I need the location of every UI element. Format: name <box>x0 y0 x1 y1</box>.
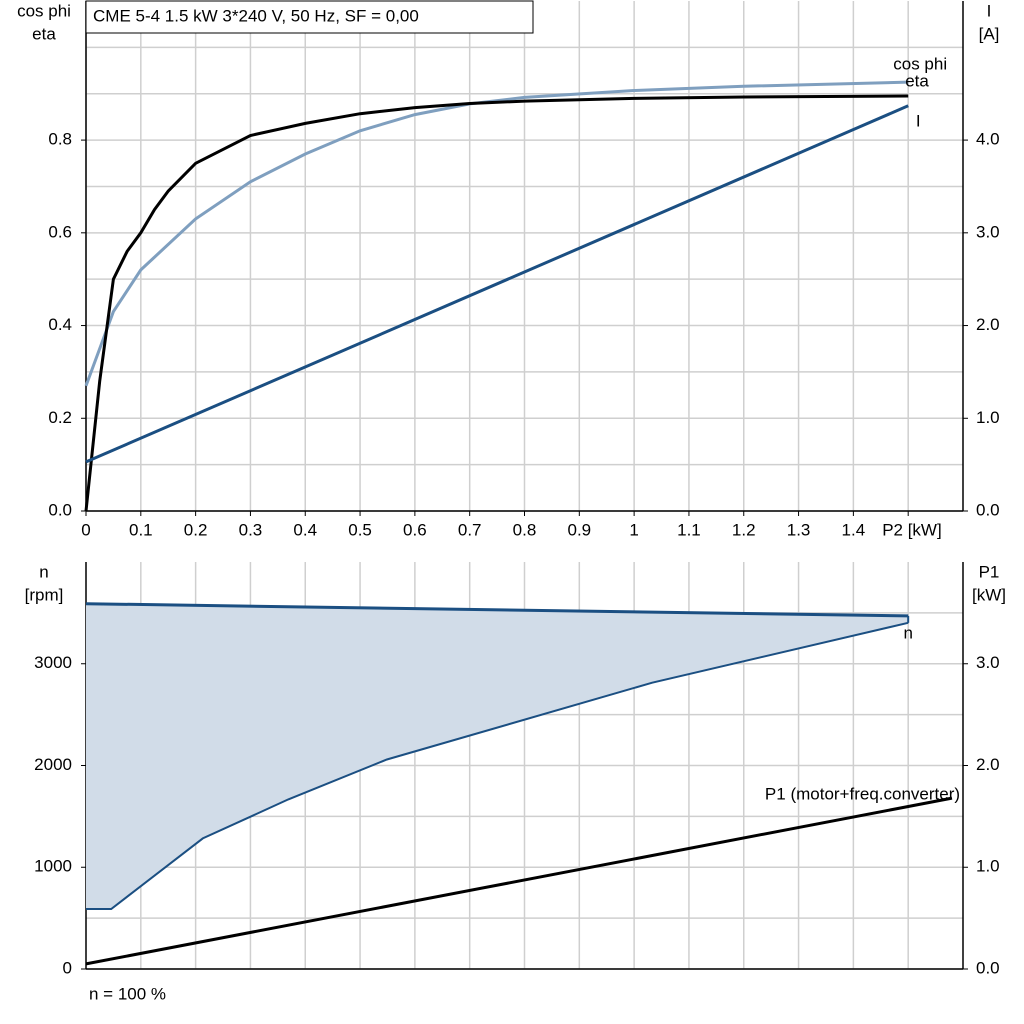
min-speed-line <box>86 621 909 910</box>
y2-tick-label: 0.0 <box>976 958 1000 977</box>
series-line <box>84 80 909 387</box>
x-tick-label: 0.1 <box>129 520 153 539</box>
x-tick-label: P2 [kW] <box>882 520 942 539</box>
y2-axis-label: [kW] <box>972 585 1006 604</box>
x-tick-label: 0.8 <box>513 520 537 539</box>
series-line <box>84 94 909 512</box>
y2-axis-label: P1 <box>979 562 1000 581</box>
y-axis-label: cos phi <box>17 1 71 20</box>
series-label: P1 (motor+freq.converter) <box>765 785 960 804</box>
y-tick-label: 0.6 <box>48 222 72 241</box>
y-tick-label: 0.8 <box>48 130 72 149</box>
speed-range-area <box>86 603 909 909</box>
y-tick-label: 2000 <box>34 755 72 774</box>
y2-axis-label: I <box>987 1 992 20</box>
y-axis-label: n <box>39 562 48 581</box>
y2-tick-label: 4.0 <box>976 130 1000 149</box>
x-tick-label: 0.4 <box>293 520 317 539</box>
title-box <box>85 0 534 34</box>
x-tick-label: 1.2 <box>732 520 756 539</box>
x-tick-label: 0.2 <box>184 520 208 539</box>
series-line <box>85 104 909 464</box>
y2-tick-label: 1.0 <box>976 857 1000 876</box>
y-axis-label: [rpm] <box>25 585 64 604</box>
x-tick-label: 0.6 <box>403 520 427 539</box>
y-tick-label: 0.4 <box>48 315 72 334</box>
y2-tick-label: 3.0 <box>976 222 1000 241</box>
x-tick-label: 0.3 <box>239 520 263 539</box>
x-tick-label: 1 <box>629 520 638 539</box>
series-line <box>85 796 953 966</box>
x-tick-label: 0.9 <box>567 520 591 539</box>
x-tick-label: 1.3 <box>787 520 811 539</box>
y2-tick-label: 2.0 <box>976 315 1000 334</box>
y-tick-label: 1000 <box>34 857 72 876</box>
x-tick-label: 1.1 <box>677 520 701 539</box>
y2-tick-label: 2.0 <box>976 755 1000 774</box>
y-tick-label: 3000 <box>34 653 72 672</box>
x-tick-label: 0 <box>81 520 90 539</box>
x-tick-label: 0.5 <box>348 520 372 539</box>
series-label: n <box>903 623 912 642</box>
chart-title: CME 5-4 1.5 kW 3*240 V, 50 Hz, SF = 0,00 <box>93 6 419 25</box>
series-label: eta <box>905 72 929 91</box>
series-label: cos phi <box>893 55 947 74</box>
x-tick-label: 0.7 <box>458 520 482 539</box>
y2-tick-label: 0.0 <box>976 500 1000 519</box>
series-line <box>85 602 909 618</box>
y-tick-label: 0 <box>63 958 72 977</box>
x-tick-label: 1.4 <box>842 520 866 539</box>
y-tick-label: 0.0 <box>48 500 72 519</box>
series-label: I <box>916 111 921 130</box>
y-axis-label: eta <box>32 24 56 43</box>
y-tick-label: 0.2 <box>48 408 72 427</box>
note: n = 100 % <box>89 984 166 1003</box>
y2-axis-label: [A] <box>979 24 1000 43</box>
y2-tick-label: 3.0 <box>976 653 1000 672</box>
y2-tick-label: 1.0 <box>976 408 1000 427</box>
